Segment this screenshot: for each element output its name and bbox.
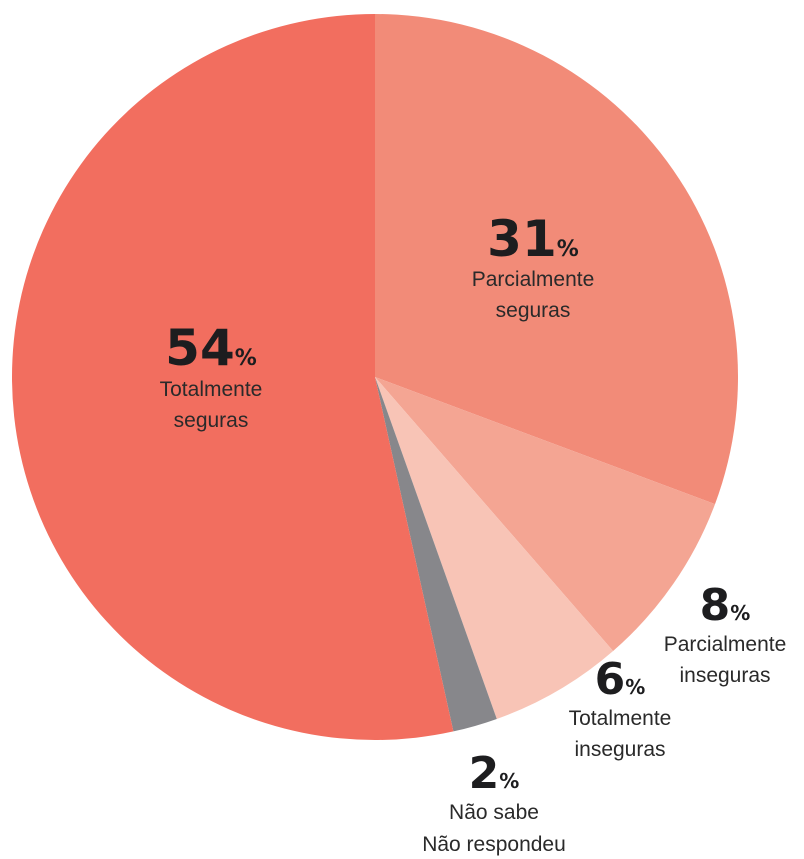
slice-percent-label: 6% xyxy=(595,654,646,705)
slice-category-label: Não respondeu xyxy=(422,833,566,856)
slice-category-label: Totalmente xyxy=(569,707,672,730)
slice-category-label: Parcialmente xyxy=(472,268,595,291)
slice-category-label: seguras xyxy=(496,299,571,322)
slice-category-label: seguras xyxy=(174,409,249,432)
pie-slice xyxy=(375,14,738,505)
slice-percent-value: 8 xyxy=(700,580,731,631)
slice-category-label: Não sabe xyxy=(449,801,539,824)
pie-slices xyxy=(11,14,738,740)
slice-percent-unit: % xyxy=(235,346,257,371)
pie-slice xyxy=(375,377,497,732)
slice-percent-unit: % xyxy=(625,675,645,699)
pie-slice xyxy=(375,377,716,651)
slice-percent-value: 2 xyxy=(469,748,500,799)
slice-percent-value: 31 xyxy=(487,210,557,268)
slice-percent-label: 31% xyxy=(487,210,579,268)
slice-percent-unit: % xyxy=(557,237,579,262)
slice-category-label: inseguras xyxy=(574,738,665,761)
pie-slice xyxy=(375,377,614,719)
slice-percent-unit: % xyxy=(730,601,750,625)
slice-category-label: Totalmente xyxy=(160,378,263,401)
slice-percent-unit: % xyxy=(499,769,519,793)
slice-percent-value: 6 xyxy=(595,654,626,705)
slice-category-label: Parcialmente xyxy=(664,633,787,656)
slice-percent-value: 54 xyxy=(165,319,235,377)
pie-labels: 31%Parcialmenteseguras8%Parcialmenteinse… xyxy=(160,210,787,856)
slice-percent-label: 2% xyxy=(469,748,520,799)
pie-slice xyxy=(11,14,454,740)
slice-percent-label: 8% xyxy=(700,580,751,631)
slice-percent-label: 54% xyxy=(165,319,257,377)
slice-category-label: inseguras xyxy=(679,664,770,687)
